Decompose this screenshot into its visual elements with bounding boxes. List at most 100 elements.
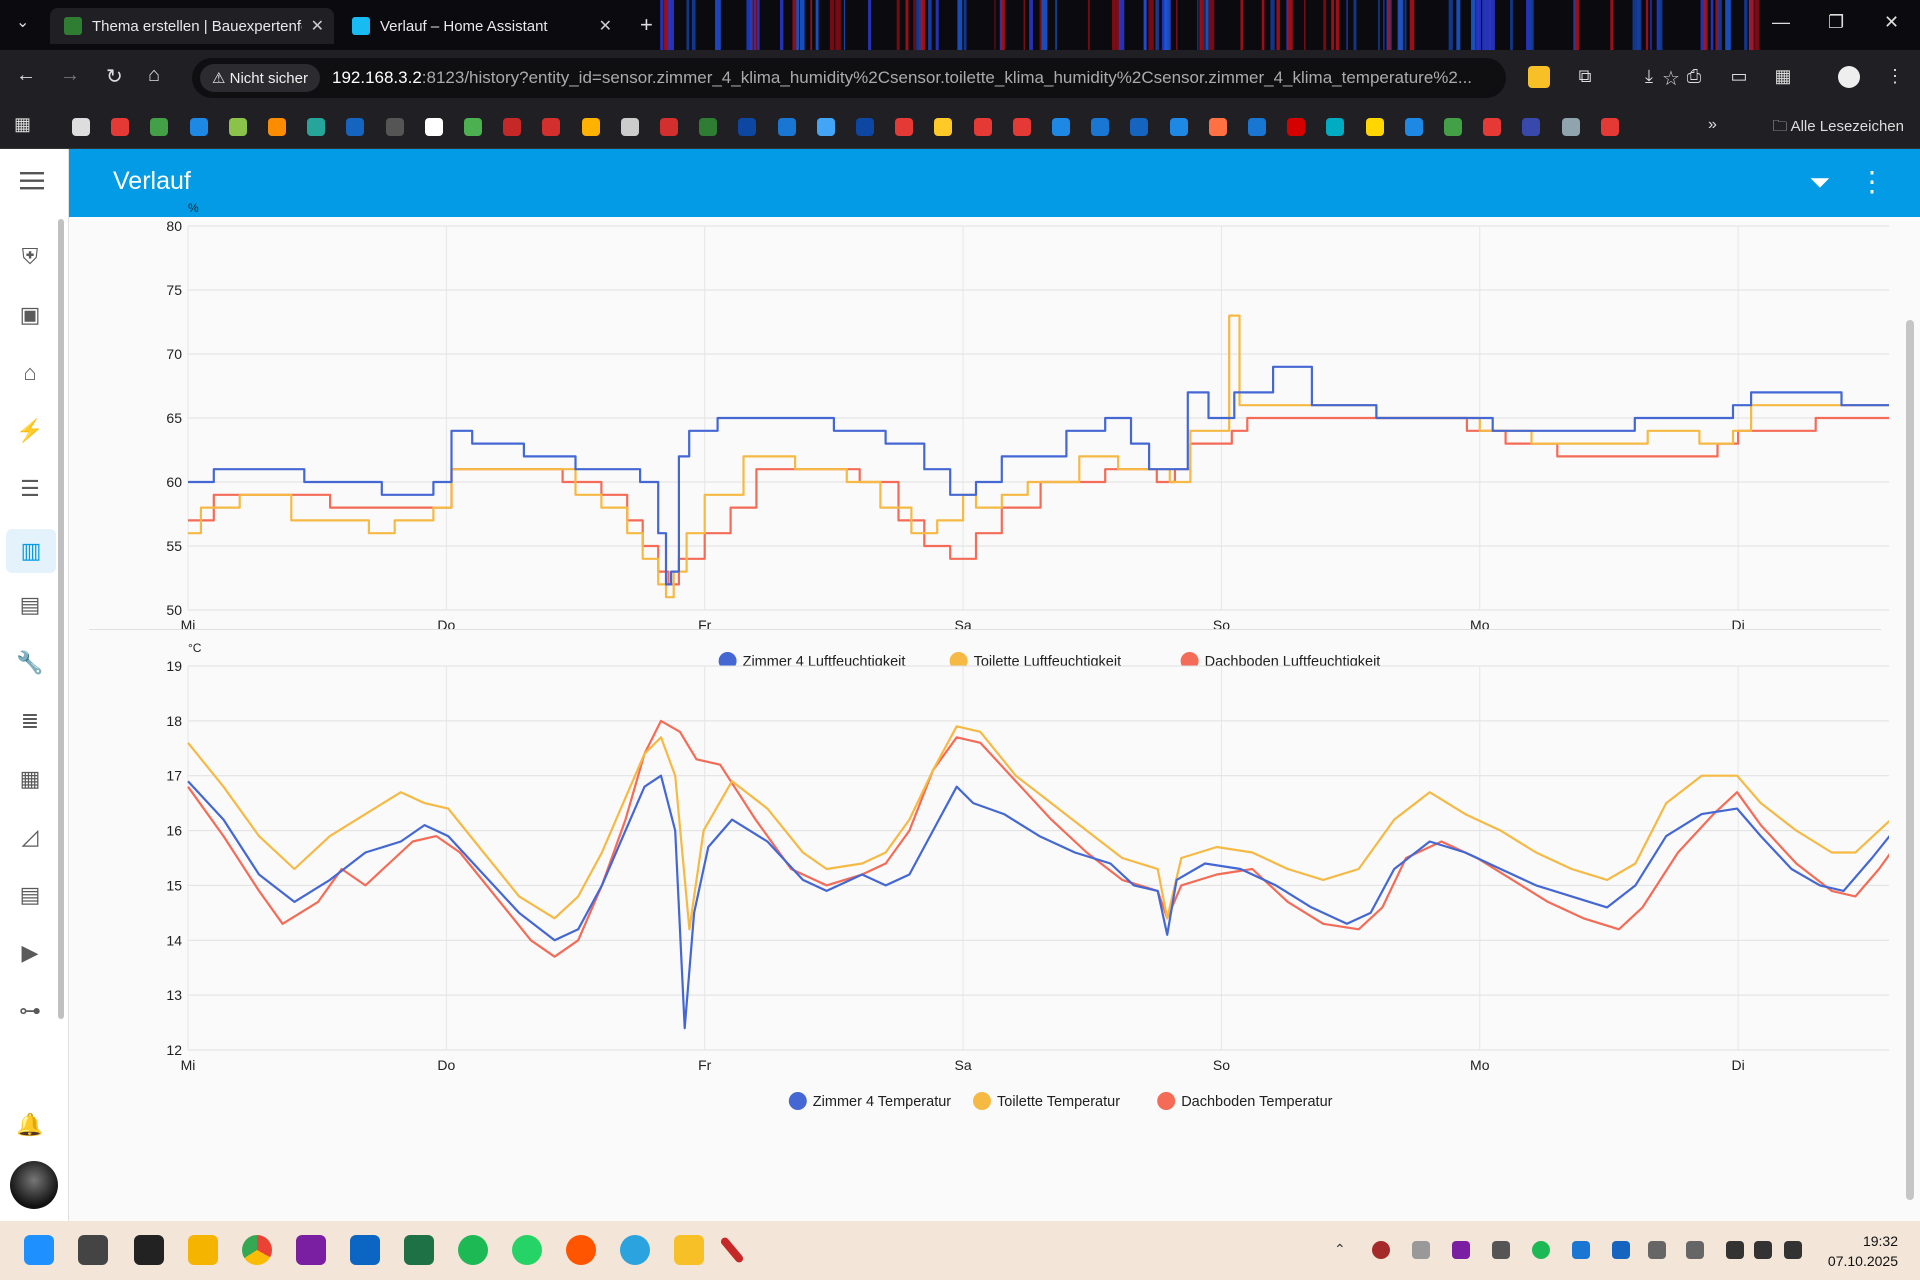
bookmark-favicon-icon[interactable]: [856, 118, 874, 136]
volume-icon[interactable]: [1754, 1241, 1772, 1259]
bookmark-favicon-icon[interactable]: [150, 118, 169, 136]
bookmark-favicon-icon[interactable]: [1052, 118, 1070, 136]
keep-icon[interactable]: [674, 1235, 704, 1265]
temperature-series-line-0[interactable]: [187, 774, 1889, 1030]
bookmark-favicon-icon[interactable]: [1600, 118, 1619, 136]
bookmark-favicon-icon[interactable]: [1169, 118, 1188, 136]
bookmark-favicon-icon[interactable]: [503, 118, 522, 136]
system-clock[interactable]: 19:32 07.10.2025: [1828, 1231, 1898, 1271]
calendar-icon[interactable]: ▤: [19, 592, 41, 617]
whatsapp-icon[interactable]: [512, 1235, 542, 1265]
bookmark-favicon-icon[interactable]: [1326, 118, 1345, 136]
bookmark-favicon-icon[interactable]: [620, 118, 639, 136]
legend-item[interactable]: Zimmer 4 Temperatur: [788, 1092, 951, 1110]
temperature-series-line-1[interactable]: [187, 725, 1889, 931]
bookmark-favicon-icon[interactable]: [934, 118, 953, 136]
bookmark-favicon-icon[interactable]: [816, 118, 835, 136]
wrench-icon[interactable]: 🔧: [16, 650, 44, 675]
bluetooth-icon[interactable]: [1612, 1241, 1630, 1259]
onenote-icon[interactable]: [296, 1235, 326, 1265]
back-icon[interactable]: ←: [16, 64, 36, 86]
temperature-series-line-2[interactable]: [187, 719, 1889, 958]
browser-menu-icon[interactable]: ⋮: [1886, 66, 1904, 86]
reload-icon[interactable]: ↻: [106, 66, 123, 88]
bookmark-favicon-icon[interactable]: [189, 118, 208, 136]
tray-expand-icon[interactable]: ⌃: [1334, 1241, 1346, 1257]
excel-icon[interactable]: [404, 1235, 434, 1265]
file-explorer-icon[interactable]: [188, 1235, 218, 1265]
restore-icon[interactable]: ❐: [1828, 12, 1845, 32]
more-bookmarks-icon[interactable]: »: [1708, 116, 1717, 133]
tray-app-icon[interactable]: [1412, 1241, 1430, 1259]
bookmark-favicon-icon[interactable]: [1561, 118, 1580, 136]
bookmark-favicon-icon[interactable]: [1287, 118, 1306, 136]
avatar[interactable]: [10, 1161, 58, 1209]
clear-filter-icon[interactable]: ⏷: [1809, 167, 1830, 197]
log-icon[interactable]: ▤: [19, 882, 41, 907]
pen-icon[interactable]: [719, 1235, 745, 1265]
soundcloud-icon[interactable]: [566, 1235, 596, 1265]
network-icon[interactable]: ⊶: [19, 998, 41, 1023]
display-icon[interactable]: [1686, 1241, 1704, 1259]
bookmark-favicon-icon[interactable]: [1130, 118, 1149, 136]
humidity-series-line-2[interactable]: [188, 341, 1889, 586]
sidebar-scrollbar[interactable]: [58, 219, 64, 1019]
bookmark-favicon-icon[interactable]: [1365, 118, 1384, 136]
profile-avatar-icon[interactable]: [1838, 66, 1860, 88]
tray-onenote-icon[interactable]: [1452, 1241, 1470, 1259]
chrome-icon[interactable]: [242, 1235, 272, 1265]
more-options-icon[interactable]: ⋮: [1858, 166, 1886, 197]
all-bookmarks-button[interactable]: 🗀 Alle Lesezeichen: [1772, 118, 1904, 135]
bookmark-favicon-icon[interactable]: [268, 118, 286, 136]
bookmark-favicon-icon[interactable]: [973, 118, 992, 136]
spotify-icon[interactable]: [458, 1235, 488, 1265]
address-bar[interactable]: ⚠ Nicht sicher 192.168.3.2:8123/history?…: [192, 58, 1680, 98]
bookmark-favicon-icon[interactable]: [1404, 118, 1423, 136]
minimize-icon[interactable]: —: [1772, 12, 1790, 32]
battery-icon[interactable]: [1784, 1241, 1802, 1259]
bookmark-favicon-icon[interactable]: [699, 118, 718, 136]
task-view-icon[interactable]: [78, 1235, 108, 1265]
bookmark-favicon-icon[interactable]: [1248, 118, 1266, 136]
outlook-icon[interactable]: [350, 1235, 380, 1265]
shield-icon[interactable]: ⛨: [21, 244, 39, 269]
side-panel-icon[interactable]: ▦: [1774, 66, 1792, 86]
cast-icon[interactable]: ▭: [1730, 66, 1748, 86]
page-scrollbar[interactable]: [1906, 320, 1914, 1200]
bookmark-favicon-icon[interactable]: [1012, 118, 1031, 136]
terminal-icon[interactable]: [134, 1235, 164, 1265]
statistics-icon[interactable]: ◿: [21, 824, 39, 849]
bookmark-star-icon[interactable]: ☆: [1662, 67, 1680, 90]
extensions-puzzle-icon[interactable]: ⧉: [1578, 66, 1592, 86]
bookmark-favicon-icon[interactable]: [424, 118, 443, 136]
keyboard-icon[interactable]: [1648, 1241, 1666, 1259]
bookmark-favicon-icon[interactable]: [542, 118, 561, 136]
bookmark-favicon-icon[interactable]: [1522, 118, 1541, 136]
account-box-icon[interactable]: ▣: [19, 302, 41, 327]
lightning-icon[interactable]: ⚡: [16, 418, 44, 443]
defender-icon[interactable]: [1572, 1241, 1590, 1259]
download-icon[interactable]: ⤓: [1645, 66, 1653, 86]
humidity-series-line-0[interactable]: [188, 277, 1889, 586]
print-icon[interactable]: ⎙: [1686, 66, 1702, 86]
close-tab-icon[interactable]: ✕: [310, 18, 324, 35]
bookmark-favicon-icon[interactable]: [1483, 118, 1502, 136]
tray-app-icon[interactable]: [1372, 1241, 1390, 1259]
bookmark-favicon-icon[interactable]: [1444, 118, 1462, 136]
bookmark-favicon-icon[interactable]: [307, 118, 326, 136]
home-icon[interactable]: ⌂: [23, 360, 37, 385]
bookmark-favicon-icon[interactable]: [228, 118, 247, 136]
legend-item[interactable]: Toilette Temperatur: [973, 1092, 1120, 1110]
logbook-icon[interactable]: ≣: [20, 708, 40, 733]
menu-icon[interactable]: [20, 171, 46, 191]
bookmark-favicon-icon[interactable]: [895, 118, 914, 136]
humidity-series-line-1[interactable]: [188, 314, 1889, 599]
tab-search-chevron-icon[interactable]: ⌄: [16, 14, 30, 31]
legend-item[interactable]: Dachboden Temperatur: [1157, 1092, 1333, 1110]
close-window-icon[interactable]: ✕: [1884, 12, 1900, 32]
telegram-icon[interactable]: [620, 1235, 650, 1265]
list-icon[interactable]: ☰: [20, 476, 40, 501]
bookmark-favicon-icon[interactable]: [777, 118, 796, 136]
history-chart-icon[interactable]: ▥: [6, 529, 56, 573]
extension-keep-icon[interactable]: [1528, 66, 1550, 88]
